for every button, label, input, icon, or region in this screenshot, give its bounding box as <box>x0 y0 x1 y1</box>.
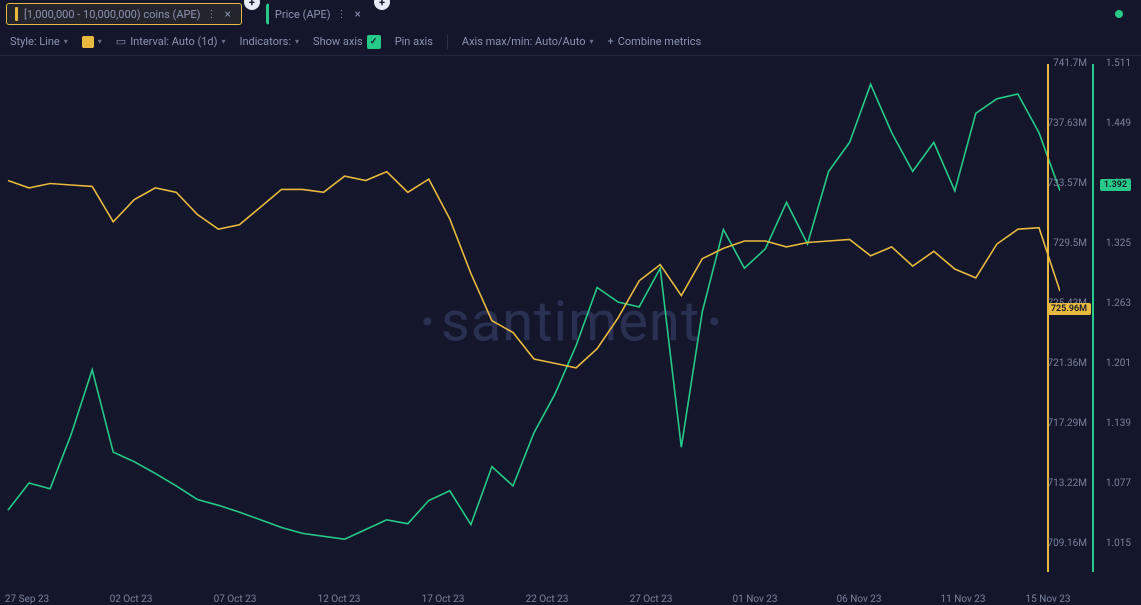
chart-svg <box>0 56 1060 572</box>
color-selector[interactable]: ▾ <box>82 36 102 48</box>
axis-minmax-label: Axis max/min: Auto/Auto <box>462 35 586 48</box>
metric-tab-price[interactable]: Price (APE) ⋮ × <box>266 3 372 25</box>
y-tick: 709.16M <box>1048 538 1087 549</box>
chart-area[interactable]: santiment 741.7M737.63M733.57M729.5M725.… <box>0 56 1141 600</box>
indicators-selector[interactable]: Indicators: ▾ <box>239 35 299 48</box>
y-axis-line-coins <box>1047 64 1049 572</box>
chevron-down-icon: ▾ <box>64 37 68 46</box>
interval-selector[interactable]: ▭ Interval: Auto (1d) ▾ <box>116 35 226 48</box>
y-tick: 741.7M <box>1053 58 1087 69</box>
tab-close-icon[interactable]: × <box>223 7 233 21</box>
y-tick: 1.077 <box>1106 478 1131 489</box>
y-tick: 729.5M <box>1053 238 1087 249</box>
y-tick: 1.139 <box>1106 418 1131 429</box>
interval-label: Interval: Auto (1d) <box>130 35 217 48</box>
color-swatch-icon <box>82 36 94 48</box>
status-indicator-icon <box>1115 10 1123 18</box>
tab-color-bar-coins <box>15 7 18 21</box>
tab-close-icon[interactable]: × <box>353 7 363 21</box>
toolbar-divider <box>447 35 448 49</box>
style-selector[interactable]: Style: Line ▾ <box>10 35 68 48</box>
combine-metrics-button[interactable]: + Combine metrics <box>607 35 701 48</box>
show-axis-label: Show axis <box>313 35 363 48</box>
y-tick: 1.201 <box>1106 358 1131 369</box>
style-label: Style: Line <box>10 35 60 48</box>
chevron-down-icon: ▾ <box>295 37 299 46</box>
metric-tabs-bar: [1,000,000 - 10,000,000) coins (APE) ⋮ ×… <box>0 0 1141 28</box>
chevron-down-icon: ▾ <box>221 37 225 46</box>
y-tick: 1.015 <box>1106 538 1131 549</box>
value-badge-price: 1.392 <box>1100 179 1131 191</box>
y-axis-line-price <box>1092 64 1094 572</box>
pin-axis-button[interactable]: Pin axis <box>395 35 433 48</box>
indicators-label: Indicators: <box>239 35 291 48</box>
add-metric-icon[interactable]: + <box>374 0 390 10</box>
show-axis-toggle[interactable]: Show axis ✓ <box>313 35 381 49</box>
tab-label-price: Price (APE) <box>275 8 331 21</box>
y-tick: 721.36M <box>1048 358 1087 369</box>
combine-label: Combine metrics <box>618 35 701 48</box>
y-tick: 733.57M <box>1048 178 1087 189</box>
chevron-down-icon: ▾ <box>589 37 593 46</box>
tab-options-icon[interactable]: ⋮ <box>337 9 347 20</box>
plus-icon: + <box>607 35 613 48</box>
y-tick: 1.449 <box>1106 118 1131 129</box>
chart-toolbar: Style: Line ▾ ▾ ▭ Interval: Auto (1d) ▾ Ind… <box>0 28 1141 56</box>
y-tick: 1.511 <box>1106 58 1131 69</box>
add-metric-icon[interactable]: + <box>244 0 260 10</box>
axis-minmax-selector[interactable]: Axis max/min: Auto/Auto▾ <box>462 35 594 48</box>
y-tick: 1.263 <box>1106 298 1131 309</box>
value-badge-coins: 725.96M <box>1047 303 1091 315</box>
tab-label-coins: [1,000,000 - 10,000,000) coins (APE) <box>24 8 201 21</box>
metric-tab-coins[interactable]: [1,000,000 - 10,000,000) coins (APE) ⋮ × <box>6 3 242 25</box>
checkbox-on-icon: ✓ <box>367 35 381 49</box>
tab-options-icon[interactable]: ⋮ <box>207 9 217 20</box>
y-tick: 1.325 <box>1106 238 1131 249</box>
y-tick: 717.29M <box>1048 418 1087 429</box>
chevron-down-icon: ▾ <box>98 37 102 46</box>
interval-icon: ▭ <box>116 35 126 48</box>
y-tick: 713.22M <box>1048 478 1087 489</box>
y-tick: 737.63M <box>1048 118 1087 129</box>
